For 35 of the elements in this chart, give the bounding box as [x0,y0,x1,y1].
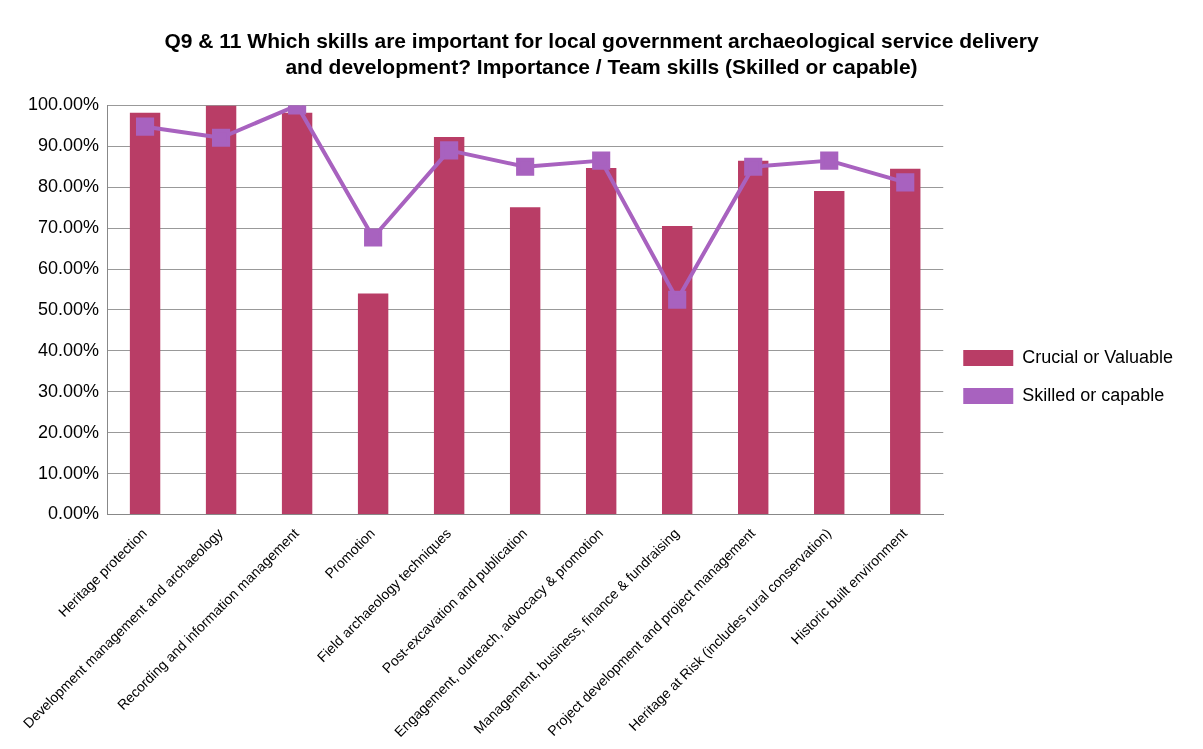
point [364,228,383,247]
point [212,128,231,147]
y-tick-label: 20.00% [38,421,100,442]
y-tick-label: 0.00% [48,503,100,524]
y-tick-label: 50.00% [38,298,100,319]
bar [357,293,389,515]
point [896,173,915,192]
y-tick-label: 40.00% [38,339,100,360]
bar [890,168,921,515]
y-tick-label: 80.00% [38,176,100,197]
point [744,157,763,176]
legend-label: Crucial or Valuable [1022,346,1174,367]
bar [509,207,541,515]
bar [433,136,465,515]
bar [814,190,845,515]
point [136,117,155,136]
point [820,151,839,170]
y-tick-label: 60.00% [38,258,100,279]
y-tick-label: 90.00% [38,135,100,156]
point [592,151,611,170]
y-tick-label: 70.00% [38,217,100,238]
bar [205,105,237,515]
point [516,157,535,176]
y-tick-label: 30.00% [38,380,100,401]
y-tick-label: 100.00% [28,94,100,115]
point [668,290,687,309]
bar [738,160,769,515]
y-tick-label: 10.00% [38,462,100,483]
point [440,141,459,160]
bar [661,226,693,515]
bar [281,112,313,515]
bar [585,167,617,515]
bar [129,112,161,515]
chart-title: Q9 & 11 Which skills are important for local government archaeological service delivery and development? Importance / Team skills (Skilled or capable) [164,29,1039,78]
legend-label: Skilled or capable [1022,384,1165,405]
